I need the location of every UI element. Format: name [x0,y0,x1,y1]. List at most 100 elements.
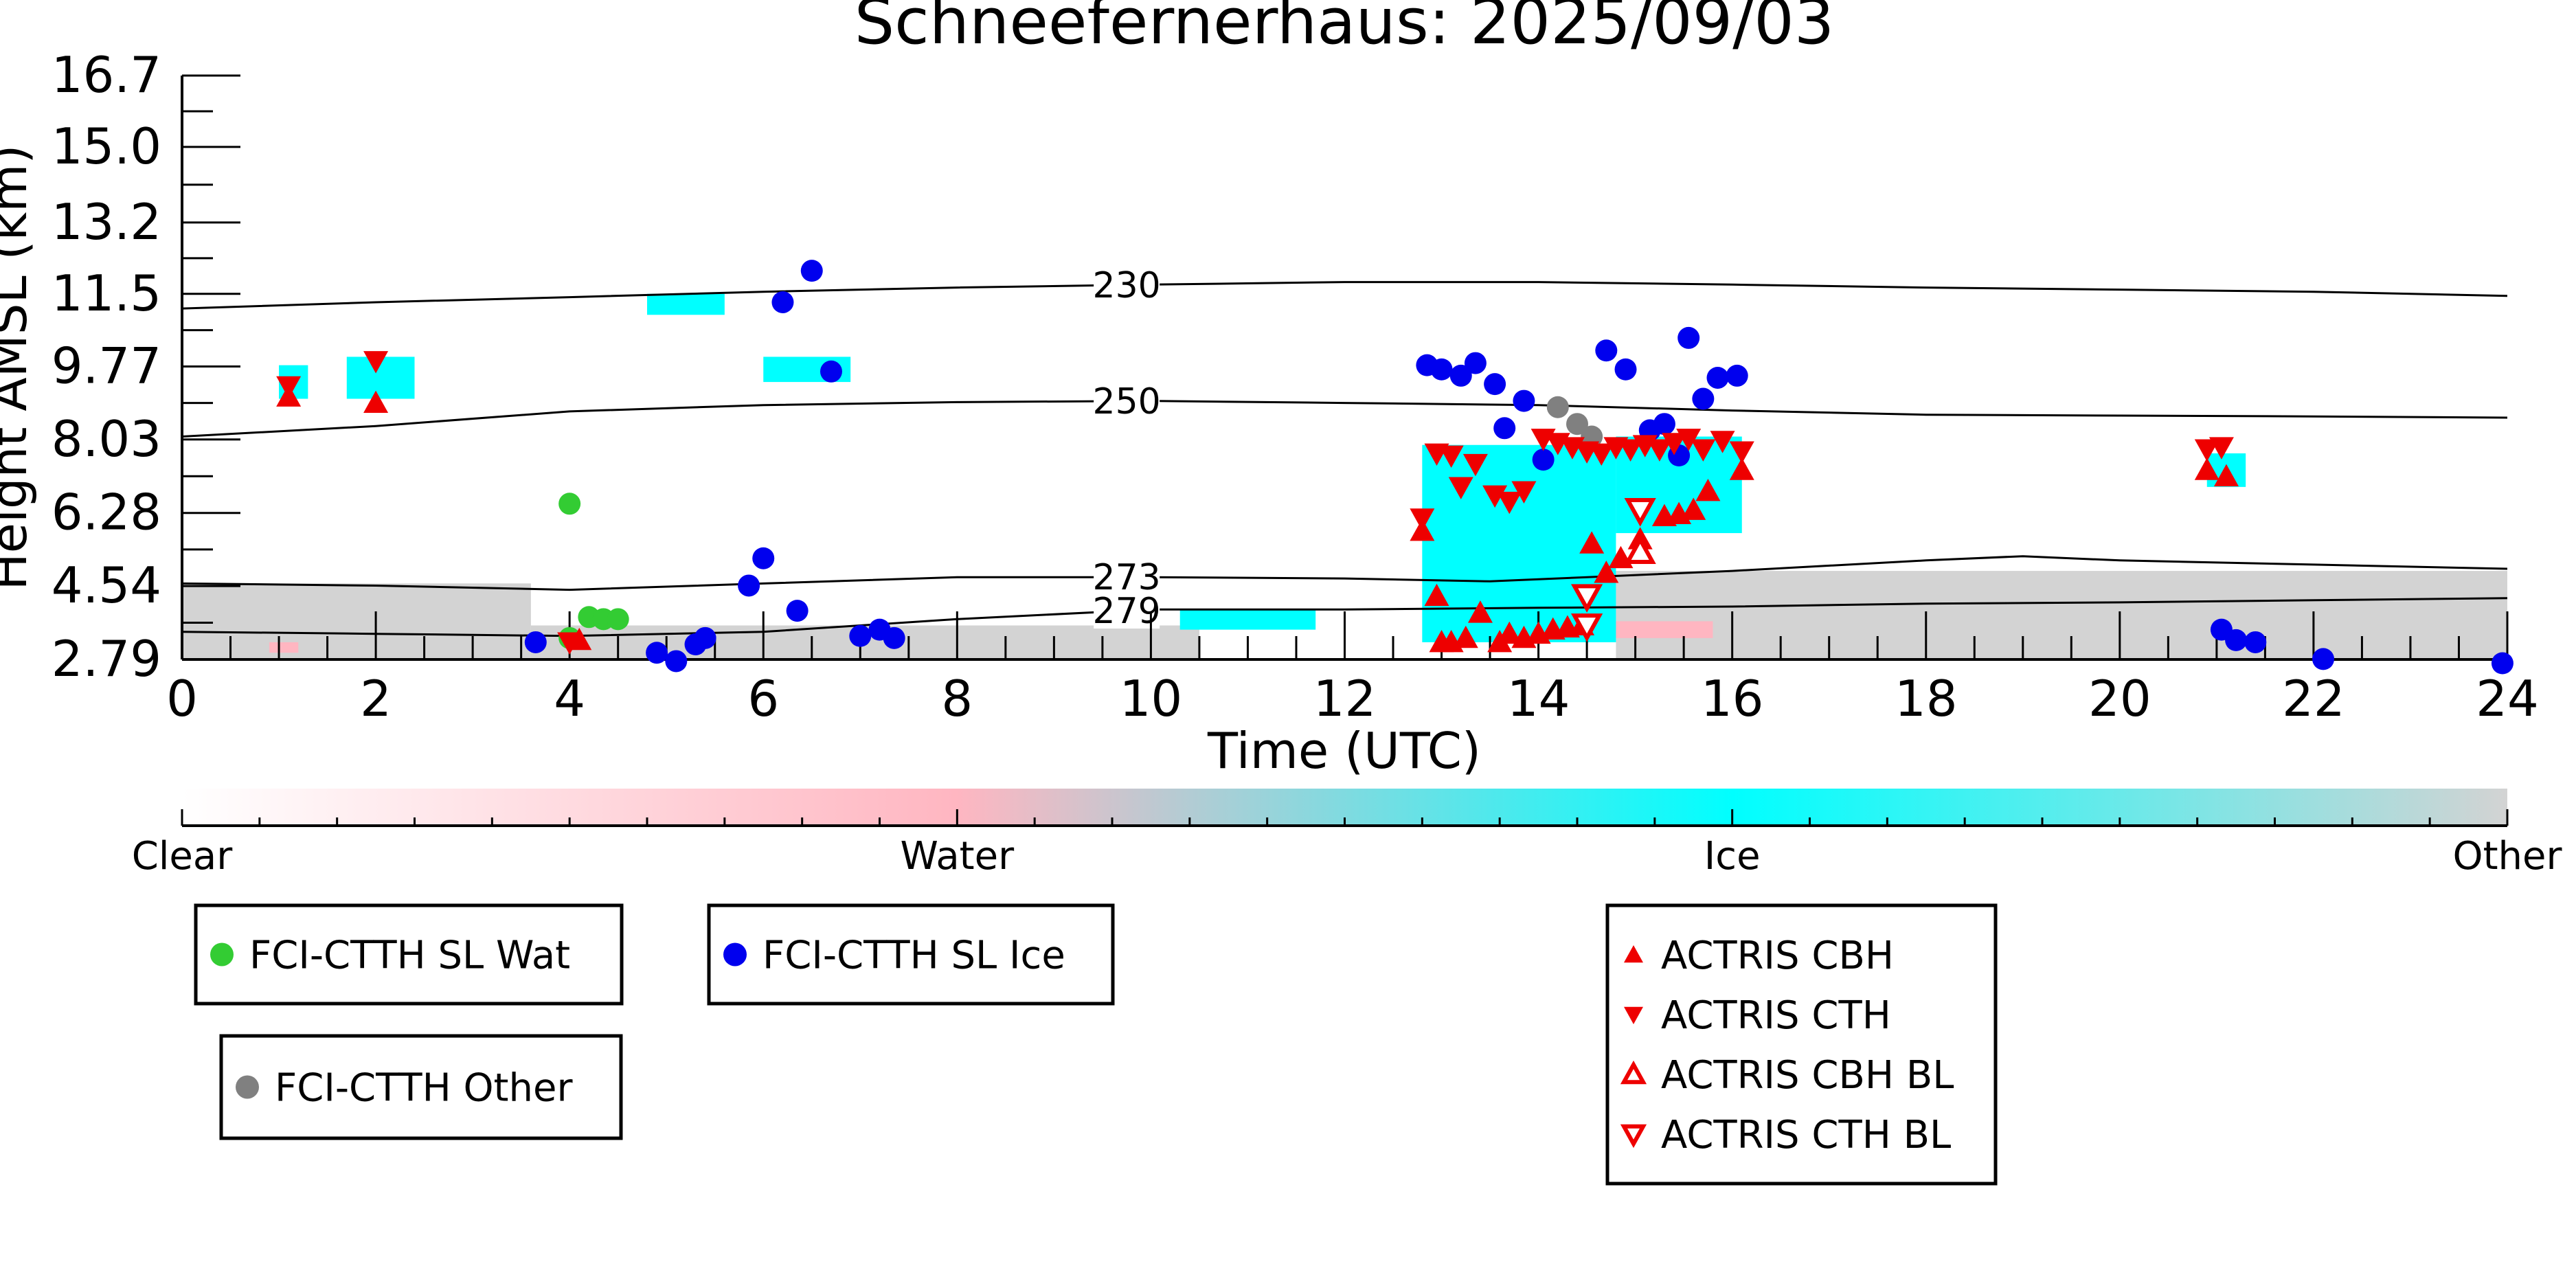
contour-label-bg [1094,383,1160,419]
data-points [276,260,2513,675]
data-point [800,260,823,282]
legend-frame [1605,903,1998,1186]
contour-line-250 [182,400,2507,438]
data-point [849,624,872,647]
ice-cloud-region [1179,609,1316,630]
legend-box: FCI-CTTH Other [219,1034,623,1140]
contour-label-bg [1094,593,1160,629]
data-point [2244,631,2267,653]
data-point [1424,583,1449,607]
data-point [1595,339,1618,362]
contour-label-bg [1094,559,1160,596]
contour-label-bg [1094,267,1160,303]
data-point [1579,531,1605,554]
data-point [1484,373,1506,396]
legend-label: FCI-CTTH SL Wat [249,934,570,978]
legend-label: ACTRIS CTH [1661,993,1891,1038]
legend-marker [1624,945,1643,963]
y-tick-label: 2.79 [52,630,161,688]
data-point [1546,396,1569,418]
data-point [1710,431,1735,453]
data-point [1467,600,1493,623]
legend-box: FCI-CTTH SL Ice [707,903,1115,1006]
data-point [1449,364,1472,387]
data-point [1464,352,1487,374]
data-point [2194,457,2219,480]
data-point [1618,439,1643,462]
legend-label: FCI-CTTH Other [275,1066,573,1111]
data-point [1589,443,1614,466]
legend-marker [1620,1124,1647,1149]
axes: 0 2 4 6 8 10 12 14 16 18 20 22 242.794.546.288.039.7… [52,46,2539,727]
legend-label: ACTRIS CBH BL [1661,1053,1954,1098]
data-point [1532,449,1555,471]
legend-marker [210,942,234,967]
data-point [1677,326,1700,349]
data-point [276,376,302,399]
contour-label-250: 250 [1093,381,1161,422]
series-fci-ctth-sl-ice [524,260,2513,675]
data-point [2225,629,2248,651]
series-actris-cth [276,351,2234,655]
data-point [1676,429,1702,451]
colorbar-label: Ice [1704,834,1761,879]
x-tick-label: 16 [1701,670,1764,727]
y-tick-label: 16.7 [52,46,161,104]
contour-label-273: 273 [1093,557,1161,598]
legend-box: FCI-CTTH SL Wat [194,903,624,1006]
colorbar-label: Water [901,834,1015,879]
data-point [2208,437,2234,460]
data-point [1695,478,1721,501]
data-point [771,291,794,313]
data-point [752,547,775,569]
legend-label: ACTRIS CBH [1661,934,1894,978]
data-point [1681,497,1706,520]
data-point [1691,439,1716,462]
data-point [883,626,905,649]
cloud-type-field [182,293,2507,659]
data-point [1624,498,1656,527]
data-point [1493,417,1516,440]
data-point [1571,584,1603,613]
y-tick-label: 6.28 [52,484,161,541]
data-point [1571,613,1603,642]
data-point [2491,652,2513,675]
data-point [1624,535,1656,564]
x-tick-label: 2 [360,670,392,727]
legend-marker [1620,1060,1647,1085]
x-tick-label: 18 [1895,670,1958,727]
legend-frame [707,903,1115,1006]
data-point [1448,477,1473,499]
data-point [2194,439,2219,462]
data-point [1410,508,1435,531]
data-point [607,608,629,631]
data-point [1511,481,1537,504]
data-point [2312,648,2335,670]
data-point [1453,625,1478,648]
data-point [1729,457,1754,480]
data-point [1653,413,1675,436]
other-cloud-region [405,583,531,659]
y-tick-label: 8.03 [52,410,161,468]
data-point [738,574,760,597]
x-tick-label: 4 [554,670,585,727]
y-tick-label: 9.77 [52,337,161,394]
legend-label: ACTRIS CTH BL [1661,1113,1951,1157]
y-tick-label: 13.2 [52,193,161,251]
data-point [665,650,688,673]
legend-box: ACTRIS CBH ACTRIS CTH ACTRIS CBH BL ACTRIS … [1605,903,1998,1186]
legend-frame [194,903,624,1006]
data-point [1462,453,1488,477]
other-cloud-region [1616,571,2507,659]
x-tick-label: 0 [166,670,198,727]
data-point [1594,561,1619,583]
x-tick-label: 6 [747,670,779,727]
data-point [1662,433,1687,455]
series-actris-cbh-bl [1624,535,1656,564]
data-point [1692,387,1715,410]
y-tick-label: 11.5 [52,264,161,322]
legend-marker [1624,1006,1643,1024]
contour-line-273 [182,555,2507,591]
data-point [557,632,583,655]
